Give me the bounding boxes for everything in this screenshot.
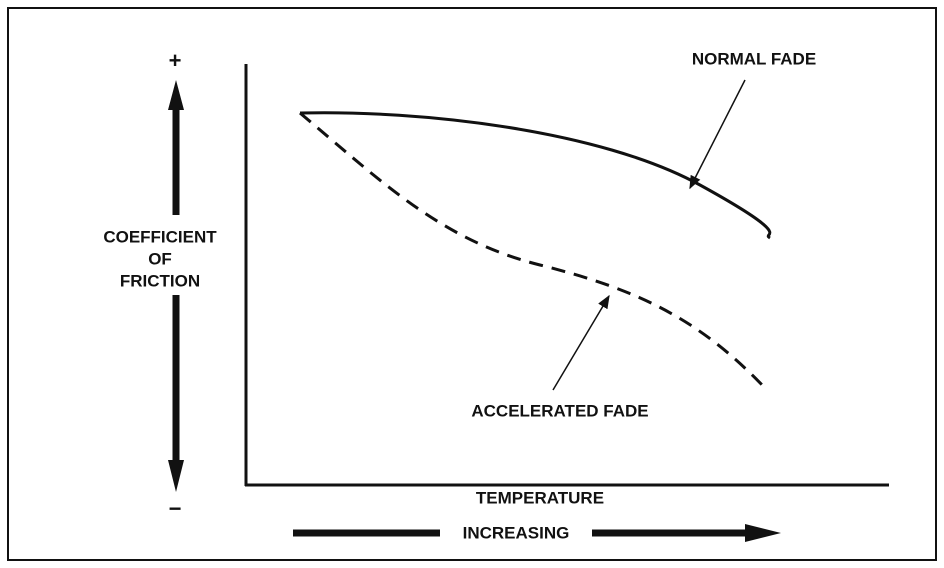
y-arrow-head-up [168, 80, 184, 110]
normal-fade-curve [299, 111, 772, 240]
accelerated-fade-pointer [552, 294, 610, 391]
normal-fade-label: NORMAL FADE [692, 49, 816, 68]
normal-fade-pointer [689, 79, 746, 190]
x-arrow-label: INCREASING [463, 523, 570, 542]
accelerated-fade-curve [299, 111, 767, 390]
x-arrow-head [745, 524, 781, 542]
y-plus: + [169, 48, 182, 73]
y-arrow-head-down [168, 460, 184, 492]
y-label: OF [148, 249, 172, 268]
x-label: TEMPERATURE [476, 488, 604, 507]
y-minus: − [169, 496, 182, 521]
y-label: COEFFICIENT [103, 227, 217, 246]
accelerated-fade-label: ACCELERATED FADE [471, 401, 648, 420]
frame [7, 7, 937, 561]
y-label: FRICTION [120, 271, 200, 290]
